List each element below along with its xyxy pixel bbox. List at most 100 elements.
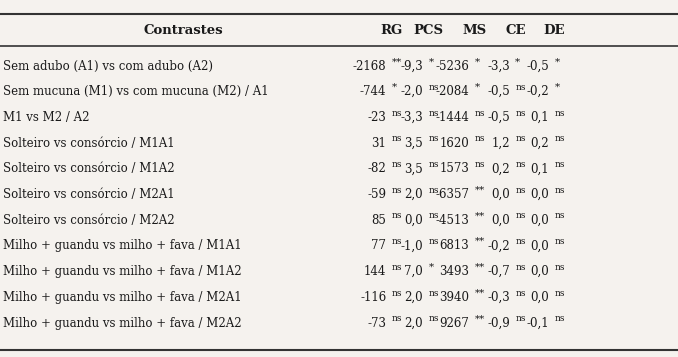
Text: 2,0: 2,0 — [405, 291, 423, 304]
Text: ns: ns — [515, 134, 525, 144]
Text: ns: ns — [555, 160, 565, 169]
Text: 0,0: 0,0 — [530, 214, 549, 227]
Text: -0,5: -0,5 — [526, 60, 549, 72]
Text: ns: ns — [392, 109, 402, 118]
Text: -2084: -2084 — [435, 85, 469, 98]
Text: *: * — [392, 83, 397, 92]
Text: ns: ns — [428, 186, 439, 195]
Text: Solteiro vs consórcio / M1A1: Solteiro vs consórcio / M1A1 — [3, 137, 175, 150]
Text: ns: ns — [392, 186, 402, 195]
Text: ns: ns — [555, 109, 565, 118]
Text: -2168: -2168 — [353, 60, 386, 72]
Text: -2,0: -2,0 — [401, 85, 423, 98]
Text: **: ** — [475, 288, 485, 298]
Text: 0,0: 0,0 — [530, 265, 549, 278]
Text: 0,0: 0,0 — [530, 240, 549, 252]
Text: ns: ns — [515, 211, 525, 221]
Text: 85: 85 — [372, 214, 386, 227]
Text: ns: ns — [555, 211, 565, 221]
Text: RG: RG — [381, 24, 403, 37]
Text: *: * — [475, 83, 480, 92]
Text: -82: -82 — [367, 162, 386, 175]
Text: ns: ns — [515, 263, 525, 272]
Text: 77: 77 — [372, 240, 386, 252]
Text: PCS: PCS — [414, 24, 443, 37]
Text: *: * — [428, 263, 434, 272]
Text: -0,1: -0,1 — [527, 317, 549, 330]
Text: 0,1: 0,1 — [531, 162, 549, 175]
Text: Milho + guandu vs milho + fava / M2A2: Milho + guandu vs milho + fava / M2A2 — [3, 317, 242, 330]
Text: Sem mucuna (M1) vs com mucuna (M2) / A1: Sem mucuna (M1) vs com mucuna (M2) / A1 — [3, 85, 269, 98]
Text: ns: ns — [555, 314, 565, 323]
Text: -4513: -4513 — [435, 214, 469, 227]
Text: -0,7: -0,7 — [487, 265, 510, 278]
Text: 0,2: 0,2 — [531, 137, 549, 150]
Text: 0,0: 0,0 — [530, 291, 549, 304]
Text: Contrastes: Contrastes — [143, 24, 223, 37]
Text: ns: ns — [555, 186, 565, 195]
Text: ns: ns — [555, 263, 565, 272]
Text: ns: ns — [515, 237, 525, 246]
Text: 6813: 6813 — [439, 240, 469, 252]
Text: -23: -23 — [367, 111, 386, 124]
Text: 2,0: 2,0 — [405, 188, 423, 201]
Text: ns: ns — [392, 263, 402, 272]
Text: M1 vs M2 / A2: M1 vs M2 / A2 — [3, 111, 90, 124]
Text: ns: ns — [392, 134, 402, 144]
Text: ns: ns — [515, 160, 525, 169]
Text: ns: ns — [475, 160, 485, 169]
Text: ns: ns — [428, 288, 439, 298]
Text: -0,3: -0,3 — [487, 291, 510, 304]
Text: 1573: 1573 — [439, 162, 469, 175]
Text: -9,3: -9,3 — [400, 60, 423, 72]
Text: ns: ns — [392, 160, 402, 169]
Text: 3940: 3940 — [439, 291, 469, 304]
Text: Solteiro vs consórcio / M2A2: Solteiro vs consórcio / M2A2 — [3, 214, 175, 227]
Text: 3493: 3493 — [439, 265, 469, 278]
Text: 0,2: 0,2 — [492, 162, 510, 175]
Text: ns: ns — [428, 237, 439, 246]
Text: ns: ns — [515, 186, 525, 195]
Text: -6357: -6357 — [435, 188, 469, 201]
Text: 9267: 9267 — [439, 317, 469, 330]
Text: 0,0: 0,0 — [491, 214, 510, 227]
Text: ns: ns — [555, 237, 565, 246]
Text: ns: ns — [428, 134, 439, 144]
Text: 144: 144 — [364, 265, 386, 278]
Text: 2,0: 2,0 — [405, 317, 423, 330]
Text: **: ** — [475, 314, 485, 323]
Text: *: * — [428, 57, 434, 66]
Text: -0,5: -0,5 — [487, 111, 510, 124]
Text: ns: ns — [515, 288, 525, 298]
Text: ns: ns — [555, 288, 565, 298]
Text: ns: ns — [475, 109, 485, 118]
Text: *: * — [555, 83, 560, 92]
Text: ns: ns — [428, 160, 439, 169]
Text: -116: -116 — [360, 291, 386, 304]
Text: ns: ns — [392, 288, 402, 298]
Text: -3,3: -3,3 — [400, 111, 423, 124]
Text: ns: ns — [392, 314, 402, 323]
Text: ns: ns — [515, 314, 525, 323]
Text: **: ** — [475, 211, 485, 221]
Text: -1444: -1444 — [435, 111, 469, 124]
Text: 1,2: 1,2 — [492, 137, 510, 150]
Text: -0,2: -0,2 — [527, 85, 549, 98]
Text: *: * — [475, 57, 480, 66]
Text: -5236: -5236 — [435, 60, 469, 72]
Text: -73: -73 — [367, 317, 386, 330]
Text: ns: ns — [428, 83, 439, 92]
Text: 1620: 1620 — [439, 137, 469, 150]
Text: **: ** — [475, 186, 485, 195]
Text: -0,5: -0,5 — [487, 85, 510, 98]
Text: -1,0: -1,0 — [401, 240, 423, 252]
Text: 0,0: 0,0 — [530, 188, 549, 201]
Text: Sem adubo (A1) vs com adubo (A2): Sem adubo (A1) vs com adubo (A2) — [3, 60, 214, 72]
Text: DE: DE — [544, 24, 565, 37]
Text: **: ** — [475, 263, 485, 272]
Text: 7,0: 7,0 — [404, 265, 423, 278]
Text: 31: 31 — [372, 137, 386, 150]
Text: MS: MS — [462, 24, 487, 37]
Text: 0,0: 0,0 — [404, 214, 423, 227]
Text: 0,0: 0,0 — [491, 188, 510, 201]
